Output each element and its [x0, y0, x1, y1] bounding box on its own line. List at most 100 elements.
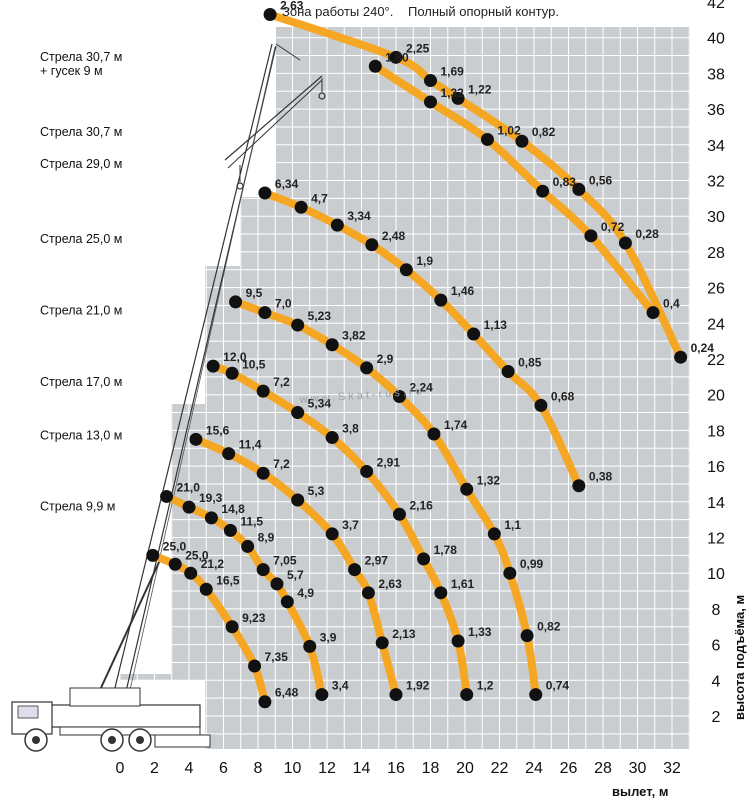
load-point — [392, 389, 406, 403]
load-point — [501, 364, 515, 378]
x-tick-label: 12 — [318, 760, 336, 777]
load-point — [424, 74, 437, 88]
x-tick-label: 16 — [387, 760, 405, 777]
boom-length-label: Стрела 30,7 м — [40, 125, 122, 139]
load-point — [330, 218, 344, 232]
boom-length-label: Стрела 21,0 м — [40, 303, 122, 317]
load-point — [325, 527, 339, 541]
load-point — [451, 91, 465, 105]
load-value-label: 10,5 — [242, 357, 266, 371]
load-value-label: 5,3 — [308, 484, 325, 498]
y-tick-label: 36 — [707, 102, 725, 119]
load-point — [184, 566, 198, 580]
crane-illustration — [11, 43, 326, 752]
y-tick-label: 20 — [707, 388, 725, 405]
load-point — [674, 350, 688, 364]
load-point — [417, 552, 431, 566]
y-tick-label: 38 — [707, 66, 725, 83]
load-point — [460, 482, 474, 496]
load-value-label: 0,82 — [532, 125, 556, 139]
load-point — [361, 586, 375, 600]
load-point — [204, 511, 218, 525]
y-tick-label: 40 — [707, 31, 725, 48]
load-point — [365, 238, 379, 252]
load-value-label: 0,56 — [589, 173, 613, 187]
load-value-label: 3,7 — [342, 518, 359, 532]
x-tick-label: 4 — [185, 760, 194, 777]
load-value-label: 2,9 — [377, 352, 394, 366]
load-value-label: 7,35 — [265, 650, 289, 664]
load-point — [315, 688, 329, 702]
load-value-label: 19,3 — [199, 491, 223, 505]
load-point — [263, 7, 277, 21]
load-point — [223, 523, 237, 537]
load-point — [258, 306, 272, 320]
load-value-label: 16,5 — [216, 573, 240, 587]
y-tick-label: 2 — [712, 709, 721, 726]
load-value-label: 11,4 — [239, 438, 262, 452]
load-point — [392, 507, 406, 521]
load-value-label: 0,38 — [589, 470, 613, 484]
load-point — [572, 479, 586, 493]
load-value-label: 25,0 — [163, 539, 187, 553]
load-point — [291, 493, 305, 507]
load-value-label: 2,48 — [382, 229, 406, 243]
load-value-label: 7,05 — [273, 554, 297, 568]
load-point — [424, 95, 437, 109]
load-value-label: 1,46 — [451, 284, 475, 298]
load-value-label: 0,83 — [553, 175, 577, 189]
load-point — [199, 582, 213, 596]
load-point — [389, 50, 403, 64]
load-point — [258, 186, 272, 200]
load-value-label: 2,63 — [378, 577, 402, 591]
load-value-label: 2,24 — [409, 380, 433, 394]
load-value-label: 1,2 — [477, 679, 494, 693]
load-value-label: 1,69 — [441, 65, 465, 79]
x-axis-label: вылет, м — [612, 784, 668, 799]
load-value-label: 5,7 — [287, 568, 304, 582]
x-tick-label: 18 — [422, 760, 440, 777]
load-point — [291, 406, 305, 420]
load-value-label: 1,02 — [497, 123, 521, 137]
load-value-label: 21,2 — [201, 557, 225, 571]
load-point — [536, 184, 550, 198]
y-tick-label: 16 — [707, 459, 725, 476]
load-point — [360, 464, 374, 478]
load-value-label: 0,68 — [551, 389, 575, 403]
load-point — [460, 688, 474, 702]
load-value-label: 6,48 — [275, 686, 299, 700]
boom-length-label: + гусек 9 м — [40, 64, 103, 78]
load-value-label: 2,63 — [280, 0, 304, 12]
load-point — [280, 595, 294, 609]
load-value-label: 0,99 — [520, 557, 544, 571]
load-value-label: 1,92 — [406, 679, 430, 693]
load-point — [360, 361, 374, 375]
load-value-label: 21,0 — [177, 480, 201, 494]
load-value-label: 0,72 — [601, 220, 625, 234]
load-value-label: 1,32 — [477, 473, 501, 487]
load-point — [248, 659, 262, 673]
boom-length-label: Стрела 9,9 м — [40, 500, 115, 514]
load-value-label: 12,0 — [223, 350, 247, 364]
load-point — [375, 636, 389, 650]
load-point — [399, 263, 413, 277]
load-value-label: 1,22 — [468, 82, 492, 96]
load-value-label: 5,34 — [308, 397, 332, 411]
boom-length-label: Стрела 17,0 м — [40, 375, 122, 389]
load-value-label: 1,78 — [434, 543, 458, 557]
y-tick-label: 4 — [712, 673, 721, 690]
load-value-label: 0,85 — [518, 355, 542, 369]
load-curve-line — [260, 188, 583, 490]
y-tick-label: 18 — [707, 423, 725, 440]
load-point — [584, 229, 598, 243]
load-point — [480, 132, 494, 146]
x-tick-label: 30 — [629, 760, 647, 777]
load-curves: 2,63 2,25 1,691,22 0,82 0,56 0,28 0,24 1,80 1,32… — [146, 0, 714, 709]
y-tick-label: 8 — [712, 602, 721, 619]
load-point — [348, 563, 362, 577]
x-tick-label: 32 — [663, 760, 681, 777]
load-value-label: 8,9 — [258, 530, 275, 544]
x-tick-label: 10 — [284, 760, 302, 777]
load-value-label: 1,61 — [451, 577, 475, 591]
